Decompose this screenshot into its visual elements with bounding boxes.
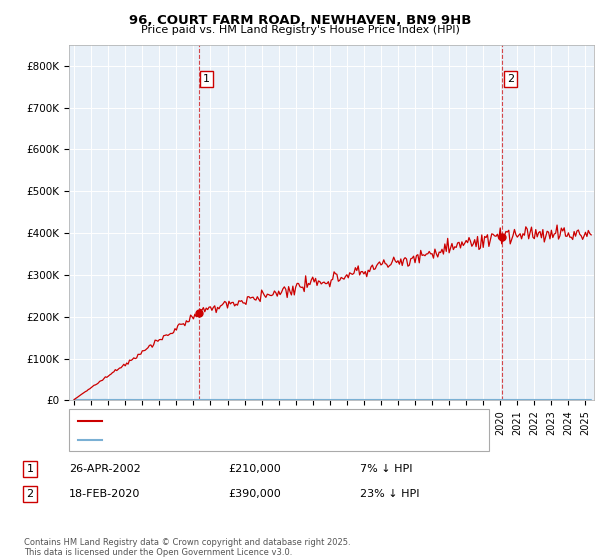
Text: 96, COURT FARM ROAD, NEWHAVEN, BN9 9HB (detached house): 96, COURT FARM ROAD, NEWHAVEN, BN9 9HB (…: [106, 416, 422, 426]
Text: 26-APR-2002: 26-APR-2002: [69, 464, 141, 474]
Text: £210,000: £210,000: [228, 464, 281, 474]
Text: Price paid vs. HM Land Registry's House Price Index (HPI): Price paid vs. HM Land Registry's House …: [140, 25, 460, 35]
Text: £390,000: £390,000: [228, 489, 281, 499]
Text: 7% ↓ HPI: 7% ↓ HPI: [360, 464, 413, 474]
Text: 2: 2: [507, 74, 514, 84]
Text: 1: 1: [203, 74, 210, 84]
Text: 1: 1: [26, 464, 34, 474]
Text: HPI: Average price, detached house, Lewes: HPI: Average price, detached house, Lewe…: [106, 435, 317, 445]
Text: 2: 2: [26, 489, 34, 499]
Text: 18-FEB-2020: 18-FEB-2020: [69, 489, 140, 499]
Text: 96, COURT FARM ROAD, NEWHAVEN, BN9 9HB: 96, COURT FARM ROAD, NEWHAVEN, BN9 9HB: [129, 14, 471, 27]
Text: 23% ↓ HPI: 23% ↓ HPI: [360, 489, 419, 499]
Text: Contains HM Land Registry data © Crown copyright and database right 2025.
This d: Contains HM Land Registry data © Crown c…: [24, 538, 350, 557]
